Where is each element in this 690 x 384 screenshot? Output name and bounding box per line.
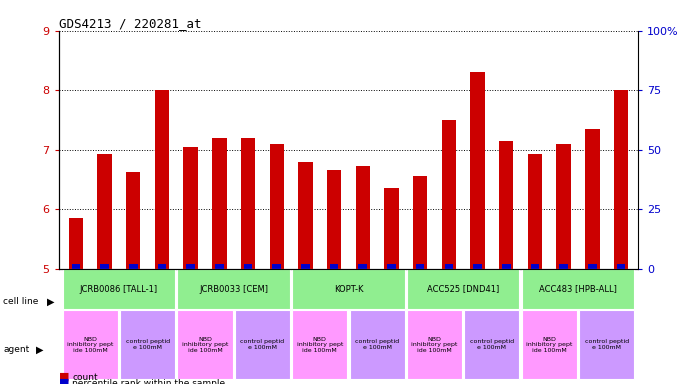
Bar	[157, 264, 166, 269]
Text: control peptid
e 100mM: control peptid e 100mM	[355, 339, 400, 350]
Bar	[241, 138, 255, 269]
Text: control peptid
e 100mM: control peptid e 100mM	[470, 339, 514, 350]
Text: ACC483 [HPB-ALL]: ACC483 [HPB-ALL]	[539, 285, 617, 294]
Text: control peptid
e 100mM: control peptid e 100mM	[126, 339, 170, 350]
Bar	[97, 154, 112, 269]
Bar	[588, 264, 597, 269]
Text: ■: ■	[59, 372, 69, 382]
Bar	[442, 120, 456, 269]
Bar	[177, 310, 233, 379]
Bar	[502, 264, 511, 269]
Bar	[327, 170, 342, 269]
Bar	[177, 270, 290, 309]
Text: NBD
inhibitory pept
ide 100mM: NBD inhibitory pept ide 100mM	[526, 336, 573, 353]
Bar	[416, 264, 424, 269]
Text: agent: agent	[3, 345, 30, 354]
Bar	[617, 264, 625, 269]
Bar	[69, 218, 83, 269]
Bar	[384, 188, 399, 269]
Bar	[244, 264, 253, 269]
Bar	[387, 264, 396, 269]
Bar	[270, 144, 284, 269]
Bar	[186, 264, 195, 269]
Bar	[155, 90, 169, 269]
Bar	[444, 264, 453, 269]
Text: ▶: ▶	[36, 344, 43, 354]
Bar	[298, 162, 313, 269]
Bar	[522, 310, 577, 379]
Bar	[350, 310, 405, 379]
Bar	[72, 264, 80, 269]
Bar	[579, 310, 634, 379]
Text: NBD
inhibitory pept
ide 100mM: NBD inhibitory pept ide 100mM	[67, 336, 113, 353]
Bar	[585, 129, 600, 269]
Text: NBD
inhibitory pept
ide 100mM: NBD inhibitory pept ide 100mM	[297, 336, 343, 353]
Bar	[184, 147, 198, 269]
Bar	[215, 264, 224, 269]
Bar	[273, 264, 281, 269]
Text: control peptid
e 100mM: control peptid e 100mM	[584, 339, 629, 350]
Text: JCRB0086 [TALL-1]: JCRB0086 [TALL-1]	[80, 285, 158, 294]
Bar	[292, 270, 405, 309]
Bar	[464, 310, 520, 379]
Text: ▶: ▶	[47, 296, 55, 306]
Bar	[413, 176, 427, 269]
Text: KOPT-K: KOPT-K	[334, 285, 363, 294]
Bar	[212, 138, 226, 269]
Bar	[473, 264, 482, 269]
Bar	[235, 310, 290, 379]
Bar	[63, 270, 175, 309]
Bar	[471, 72, 485, 269]
Bar	[407, 310, 462, 379]
Bar	[292, 310, 347, 379]
Bar	[355, 166, 370, 269]
Bar	[100, 264, 109, 269]
Text: control peptid
e 100mM: control peptid e 100mM	[240, 339, 284, 350]
Bar	[63, 310, 118, 379]
Bar	[528, 154, 542, 269]
Text: percentile rank within the sample: percentile rank within the sample	[72, 379, 226, 384]
Text: ACC525 [DND41]: ACC525 [DND41]	[427, 285, 500, 294]
Bar	[129, 264, 137, 269]
Bar	[499, 141, 513, 269]
Bar	[120, 310, 175, 379]
Bar	[522, 270, 634, 309]
Bar	[126, 172, 141, 269]
Text: cell line: cell line	[3, 297, 39, 306]
Bar	[614, 90, 628, 269]
Bar	[531, 264, 540, 269]
Text: JCRB0033 [CEM]: JCRB0033 [CEM]	[199, 285, 268, 294]
Text: NBD
inhibitory pept
ide 100mM: NBD inhibitory pept ide 100mM	[411, 336, 457, 353]
Text: ■: ■	[59, 378, 69, 384]
Text: count: count	[72, 373, 98, 382]
Bar	[301, 264, 310, 269]
Text: NBD
inhibitory pept
ide 100mM: NBD inhibitory pept ide 100mM	[181, 336, 228, 353]
Bar	[330, 264, 338, 269]
Text: GDS4213 / 220281_at: GDS4213 / 220281_at	[59, 17, 201, 30]
Bar	[560, 264, 568, 269]
Bar	[407, 270, 520, 309]
Bar	[556, 144, 571, 269]
Bar	[359, 264, 367, 269]
